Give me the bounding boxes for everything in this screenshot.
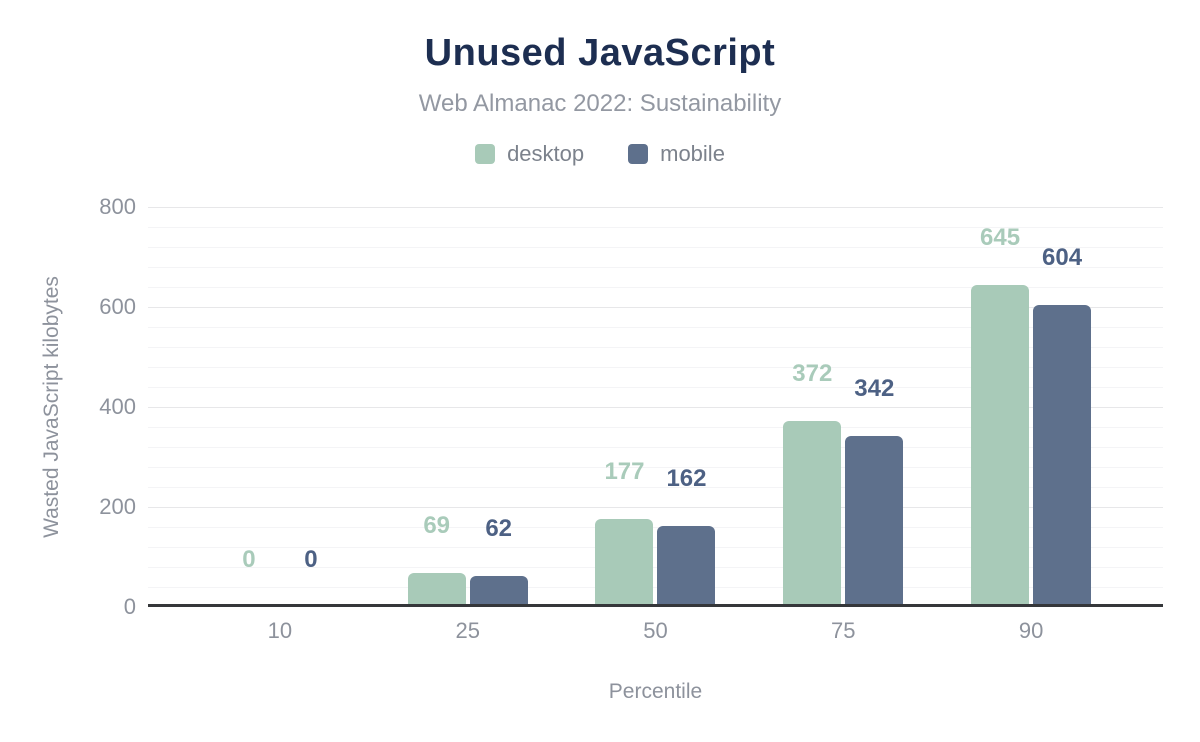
bar-mobile-wrap: 0 xyxy=(282,207,340,607)
bar-mobile-wrap: 604 xyxy=(1033,207,1092,607)
minor-gridline xyxy=(148,327,1163,328)
legend-item-desktop: desktop xyxy=(475,141,584,167)
minor-gridline xyxy=(148,227,1163,228)
bar-group-p25: 69 62 xyxy=(374,207,562,607)
minor-gridline xyxy=(148,587,1163,588)
value-label-desktop: 645 xyxy=(980,223,1021,251)
x-axis-line xyxy=(148,604,1163,607)
value-label-mobile: 0 xyxy=(304,546,318,573)
minor-gridline xyxy=(148,267,1163,268)
major-gridline xyxy=(148,407,1163,408)
y-axis-ticks: 0 200 400 600 800 xyxy=(0,0,136,742)
y-tick-label: 800 xyxy=(99,194,136,219)
bar-desktop-wrap: 372 xyxy=(783,207,842,607)
bar-mobile xyxy=(657,526,716,607)
value-label-mobile: 342 xyxy=(854,375,895,402)
chart-title: Unused JavaScript xyxy=(424,32,776,74)
legend-item-mobile: mobile xyxy=(628,141,725,167)
minor-gridline xyxy=(148,547,1163,548)
value-label-mobile: 162 xyxy=(666,465,707,492)
x-axis-ticks: 10 25 50 75 90 xyxy=(148,618,1163,644)
value-label-mobile: 604 xyxy=(1042,244,1083,271)
minor-gridline xyxy=(148,527,1163,528)
x-tick-label: 90 xyxy=(1018,618,1044,643)
value-label-desktop: 372 xyxy=(792,360,833,387)
x-axis-title: Percentile xyxy=(608,680,703,703)
bar-desktop-wrap: 0 xyxy=(220,207,278,607)
bar-desktop-wrap: 177 xyxy=(595,207,654,607)
mobile-swatch-icon xyxy=(628,144,649,164)
desktop-swatch-icon xyxy=(475,144,496,164)
minor-gridline xyxy=(148,367,1163,368)
plot-area: 0 0 69 62 177 162 372 342 645 604 xyxy=(148,207,1163,607)
value-label-desktop: 69 xyxy=(423,511,451,539)
y-tick-label: 0 xyxy=(123,594,136,619)
major-gridline xyxy=(148,507,1163,508)
minor-gridline xyxy=(148,387,1163,388)
legend-label: mobile xyxy=(660,141,725,166)
minor-gridline xyxy=(148,287,1163,288)
bar-group-p90: 645 604 xyxy=(937,207,1125,607)
y-tick-label: 400 xyxy=(99,394,136,419)
chart-subtitle: Web Almanac 2022: Sustainability xyxy=(418,90,782,117)
minor-gridline xyxy=(148,427,1163,428)
minor-gridline xyxy=(148,487,1163,488)
bar-desktop xyxy=(971,284,1030,607)
legend-label: desktop xyxy=(507,141,585,166)
bar-mobile-wrap: 162 xyxy=(657,207,716,607)
x-tick-label: 75 xyxy=(831,618,856,643)
minor-gridline xyxy=(148,567,1163,568)
bar-mobile-wrap: 62 xyxy=(469,207,528,607)
minor-gridline xyxy=(148,467,1163,468)
bar-desktop xyxy=(783,421,842,607)
bar-mobile xyxy=(845,436,904,607)
bar-desktop-wrap: 645 xyxy=(971,207,1030,607)
bar-desktop xyxy=(407,572,466,607)
x-tick-label: 50 xyxy=(643,618,668,643)
value-label-desktop: 0 xyxy=(242,546,256,573)
x-tick-label: 10 xyxy=(267,618,293,643)
y-tick-label: 600 xyxy=(99,294,136,319)
minor-gridline xyxy=(148,247,1163,248)
bar-mobile xyxy=(469,576,528,607)
major-gridline xyxy=(148,307,1163,308)
y-tick-label: 200 xyxy=(99,494,136,519)
x-tick-label: 25 xyxy=(455,618,480,643)
bar-mobile-wrap: 342 xyxy=(845,207,904,607)
bar-group-p50: 177 162 xyxy=(562,207,750,607)
minor-gridline xyxy=(148,347,1163,348)
bars-layer: 0 0 69 62 177 162 372 342 645 604 xyxy=(148,207,1163,607)
bar-group-p75: 372 342 xyxy=(749,207,937,607)
value-label-mobile: 62 xyxy=(485,515,513,542)
bar-mobile xyxy=(1033,305,1092,607)
major-gridline xyxy=(148,207,1163,208)
bar-desktop-wrap: 69 xyxy=(407,207,466,607)
bar-desktop xyxy=(595,518,654,607)
value-label-desktop: 177 xyxy=(604,457,645,485)
minor-gridline xyxy=(148,447,1163,448)
legend: desktop mobile xyxy=(0,141,1200,167)
